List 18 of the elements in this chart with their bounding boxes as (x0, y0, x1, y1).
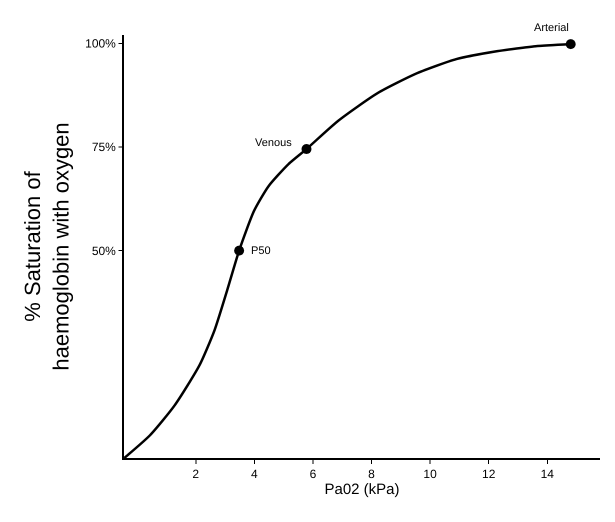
y-axis-title: % Saturation of haemoglobin with oxygen (20, 122, 74, 371)
x-tick-label: 2 (192, 467, 200, 482)
point (566, 39, 576, 50)
annotation: Arterial (534, 22, 569, 34)
point (301, 144, 312, 154)
x-axis-title: Pa02 (kPa) (324, 481, 400, 498)
x-tick-label: 8 (368, 467, 376, 482)
annotation: P50 (251, 245, 271, 257)
y-tick-label: 75% (92, 140, 116, 154)
x-tick-label: 10 (423, 467, 438, 482)
y-tick-label: 100% (85, 36, 116, 50)
y-tick-label: 50% (92, 244, 116, 258)
x-tick-label: 6 (310, 467, 317, 482)
point (234, 246, 244, 256)
x-tick-label: 14 (540, 467, 554, 482)
x-tick-label: 12 (482, 467, 496, 482)
annotation: Venous (255, 137, 292, 149)
x-tick-label: 4 (251, 467, 258, 482)
